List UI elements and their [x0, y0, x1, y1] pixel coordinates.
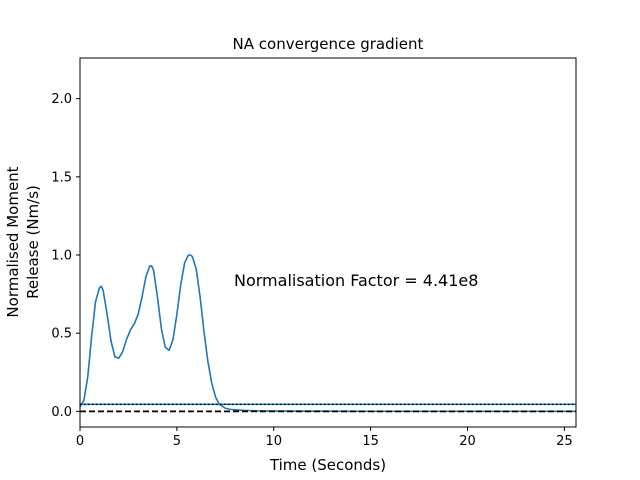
- x-tick-label: 10: [265, 434, 282, 449]
- series-line-1: [79, 254, 576, 413]
- x-axis-label: Time (Seconds): [269, 456, 386, 474]
- y-tick-label: 0.0: [51, 405, 72, 420]
- y-tick-label: 0.5: [51, 327, 72, 342]
- y-tick-label: 1.5: [51, 170, 72, 185]
- normalisation-annotation: Normalisation Factor = 4.41e8: [234, 271, 478, 290]
- y-axis-label-line-2: Release (Nm/s): [24, 185, 42, 299]
- y-tick-label: 2.0: [51, 92, 72, 107]
- x-tick-label: 25: [556, 434, 573, 449]
- plot-frame: [79, 57, 577, 428]
- x-tick-label: 20: [459, 434, 476, 449]
- x-axis: 0 5 10 15 20 25: [76, 427, 573, 449]
- x-tick-label: 0: [76, 434, 84, 449]
- x-tick-label: 5: [173, 434, 181, 449]
- plot-lines: [79, 254, 576, 413]
- y-axis-label-line-1: Normalised Moment: [4, 166, 22, 317]
- y-tick-label: 1.0: [51, 249, 72, 264]
- y-axis: 0.0 0.5 1.0 1.5 2.0: [51, 92, 80, 420]
- chart-title: NA convergence gradient: [233, 35, 424, 53]
- y-axis-label: Normalised Moment Release (Nm/s): [4, 166, 42, 317]
- x-tick-label: 15: [362, 434, 379, 449]
